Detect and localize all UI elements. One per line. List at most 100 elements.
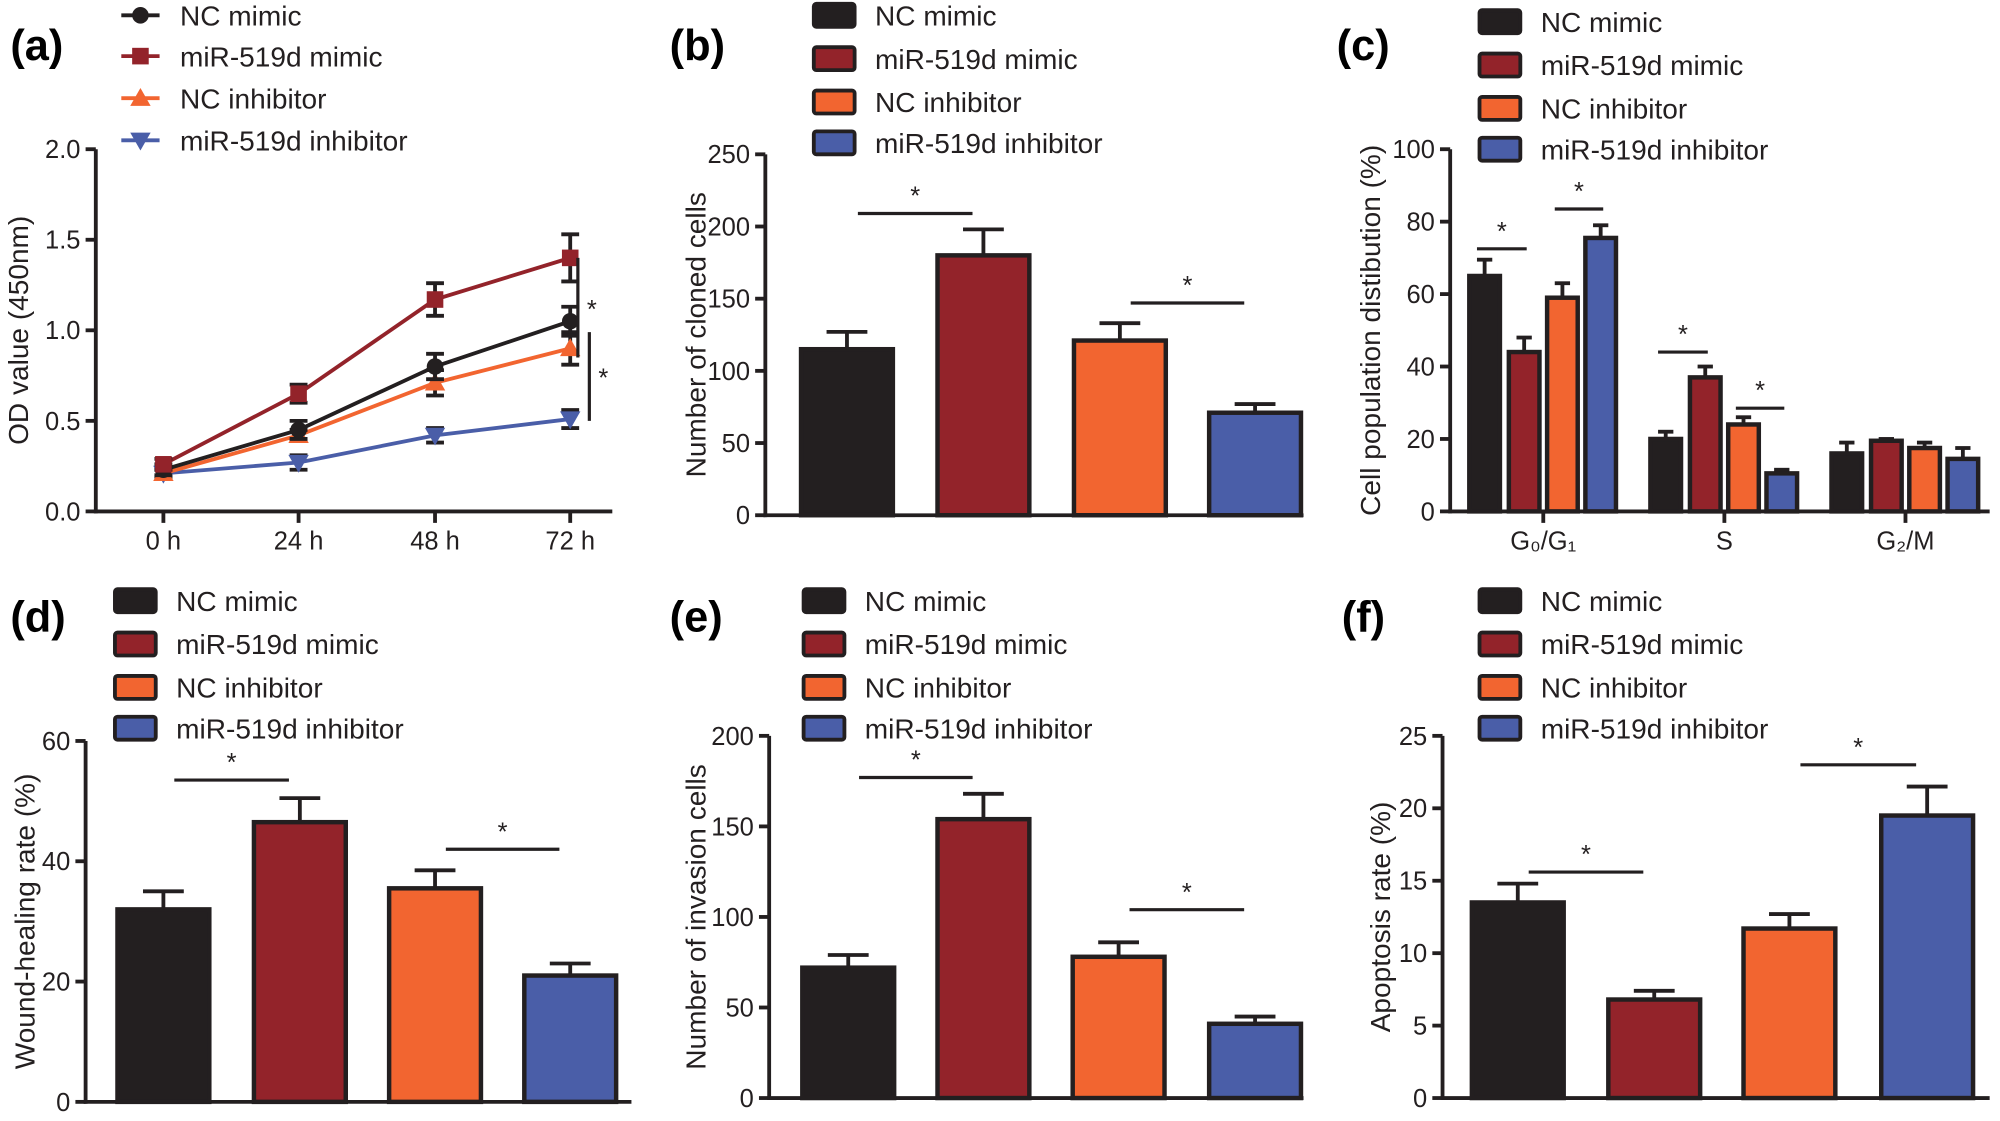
x-tick-label: S — [1716, 528, 1733, 556]
legend-swatch — [801, 630, 847, 658]
bar — [251, 819, 348, 1105]
significance-star: * — [1497, 218, 1507, 246]
x-tick-label: G₂/M — [1876, 528, 1934, 556]
y-tick-label: 50 — [725, 994, 753, 1022]
bar — [1687, 375, 1723, 514]
y-axis-label: Wound-healing rate (%) — [10, 774, 41, 1070]
circle-marker — [132, 7, 149, 24]
series-line — [162, 256, 571, 467]
bar — [798, 346, 896, 518]
square-marker — [426, 291, 444, 308]
y-tick-label: 100 — [707, 358, 750, 386]
y-tick-label: 0 — [1421, 498, 1435, 526]
y-axis-label: Cell population distibution (%) — [1355, 145, 1386, 516]
legend-swatch — [1477, 51, 1523, 79]
legend-label: NC mimic — [875, 1, 997, 32]
y-tick-label: 60 — [42, 728, 70, 756]
series-line — [163, 417, 571, 476]
legend-swatch — [113, 587, 158, 615]
legend-swatch — [113, 714, 158, 742]
y-tick-label: 40 — [1407, 353, 1435, 381]
legend-swatch — [1477, 587, 1523, 615]
legend-swatch — [811, 45, 857, 73]
square-marker — [155, 456, 172, 473]
bar — [1648, 436, 1684, 514]
legend-label: miR-519d inhibitor — [865, 713, 1093, 744]
y-tick-label: 200 — [711, 723, 754, 751]
legend-swatch — [113, 630, 158, 658]
significance-star: * — [911, 747, 921, 775]
y-tick-label: 200 — [707, 213, 750, 241]
legend-label: miR-519d inhibitor — [1541, 713, 1769, 744]
legend-swatch — [811, 129, 857, 157]
bar — [1945, 456, 1981, 514]
y-tick-label: 0.0 — [45, 498, 80, 526]
legend-label: NC inhibitor — [875, 87, 1022, 118]
legend-label: miR-519d mimic — [1541, 629, 1744, 660]
bar — [935, 816, 1032, 1101]
significance-star: * — [910, 183, 920, 211]
bar — [1070, 954, 1167, 1101]
y-tick-label: 5 — [1413, 1013, 1427, 1041]
y-tick-label: 20 — [42, 968, 70, 996]
bar — [1544, 295, 1580, 514]
bar — [522, 973, 619, 1105]
bar — [1467, 273, 1503, 514]
triangle-down-marker — [130, 132, 151, 151]
legend-swatch — [1477, 714, 1523, 742]
bar — [1741, 926, 1838, 1101]
y-tick-label: 20 — [1399, 795, 1427, 823]
y-tick-label: 2.0 — [45, 136, 80, 164]
legend-label: NC mimic — [180, 1, 302, 32]
legend-swatch — [811, 1, 857, 29]
legend-label: miR-519d mimic — [180, 41, 383, 72]
circle-marker — [561, 312, 579, 330]
triangle-down-marker — [560, 411, 581, 430]
y-axis-label: Number of cloned cells — [680, 192, 711, 477]
y-tick-label: 20 — [1407, 426, 1435, 454]
panel-f: (f) 0 5 10 15 20 25 Apoptosis rate (%) NC mimic m… — [1342, 586, 1990, 1113]
legend-label: miR-519d inhibitor — [875, 128, 1103, 159]
legend-label: miR-519d inhibitor — [180, 125, 408, 156]
legend-label: NC inhibitor — [865, 673, 1012, 704]
significance-star: * — [498, 818, 508, 846]
y-tick-label: 250 — [707, 141, 750, 169]
legend-label: NC inhibitor — [176, 673, 323, 704]
significance-star: * — [1182, 879, 1192, 907]
legend-swatch — [113, 674, 158, 701]
circle-marker — [426, 358, 444, 375]
legend-swatch — [801, 674, 847, 701]
y-tick-label: 100 — [1392, 136, 1435, 164]
bar — [1879, 813, 1976, 1101]
y-tick-label: 0.5 — [45, 408, 80, 436]
bar — [1868, 438, 1904, 514]
bar — [1764, 471, 1800, 514]
y-tick-label: 80 — [1407, 209, 1435, 237]
significance-star: * — [1853, 734, 1863, 762]
y-tick-label: 150 — [707, 286, 750, 314]
bar — [1469, 900, 1566, 1101]
y-tick-label: 100 — [711, 904, 754, 932]
bar — [1583, 235, 1619, 514]
panel-label: (b) — [670, 22, 725, 70]
y-axis-label: Number of invasion cells — [680, 764, 711, 1070]
panel-label: (c) — [1337, 22, 1390, 70]
y-axis-label: OD value (450nm) — [3, 216, 34, 445]
x-tick-label: 0 h — [146, 528, 181, 556]
legend-label: NC inhibitor — [1541, 673, 1688, 704]
significance-star: * — [1678, 321, 1688, 349]
legend-swatch — [1477, 95, 1523, 122]
bar — [1071, 338, 1169, 518]
legend-label: NC inhibitor — [180, 83, 327, 114]
triangle-down-marker — [424, 427, 446, 446]
legend-swatch — [801, 587, 847, 615]
legend-label: miR-519d inhibitor — [1541, 134, 1769, 165]
legend-label: miR-519d mimic — [875, 44, 1078, 75]
y-tick-label: 0 — [736, 502, 750, 530]
triangle-up-marker — [560, 338, 581, 357]
significance-star: * — [1581, 841, 1591, 869]
legend-label: miR-519d mimic — [176, 629, 379, 660]
bar — [1206, 410, 1304, 518]
